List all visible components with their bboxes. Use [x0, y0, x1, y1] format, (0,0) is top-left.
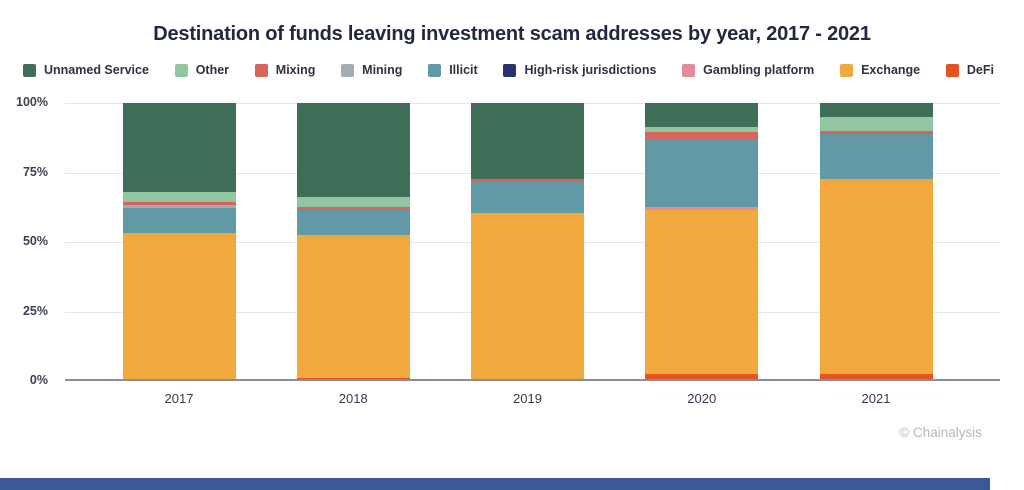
bar-segment-unnamed-service	[819, 103, 933, 117]
legend-label: High-risk jurisdictions	[524, 63, 657, 77]
bar-segment-exchange	[296, 235, 410, 378]
bar-segment-illicit	[819, 133, 933, 179]
bar-2018	[296, 103, 410, 379]
y-tick-label: 75%	[22, 164, 48, 179]
legend-label: Illicit	[449, 63, 478, 77]
bar-segment-exchange	[645, 210, 759, 374]
attribution-text: © Chainalysis	[899, 425, 982, 440]
bar-2021	[819, 103, 933, 379]
bar-2020	[645, 103, 759, 379]
legend-swatch	[682, 63, 696, 77]
legend-swatch	[840, 63, 854, 77]
legend-swatch	[174, 63, 188, 77]
bar-segment-defi	[296, 377, 410, 379]
bar-segment-defi	[819, 374, 933, 379]
bar-segment-other	[296, 196, 410, 207]
legend-item: Mining	[341, 63, 402, 77]
y-tick-label: 100%	[16, 95, 48, 109]
bar-2019	[471, 103, 584, 379]
y-tick-label: 50%	[22, 234, 48, 248]
bar-segment-unnamed-service	[645, 103, 759, 127]
legend: Unnamed Service Other Mixing Mining Illicit H…	[23, 63, 994, 77]
legend-label: DeFi	[966, 63, 994, 77]
bar-segment-mixing	[645, 131, 759, 139]
x-tick-label: 2018	[338, 391, 368, 406]
bar-segment-mixing	[471, 179, 584, 183]
bar-segment-exchange	[819, 178, 933, 374]
legend-label: Mining	[362, 63, 403, 77]
x-tick-label: 2017	[164, 391, 194, 406]
y-tick-label: 25%	[22, 303, 48, 318]
x-tick-label: 2021	[861, 391, 891, 406]
bar-segment-unnamed-service	[296, 103, 410, 197]
legend-swatch	[254, 63, 268, 77]
plot-area	[65, 103, 1000, 381]
bar-2017	[122, 103, 236, 379]
bar-segment-illicit	[122, 207, 236, 233]
bar-segment-illicit	[471, 182, 584, 214]
bar-segment-other	[122, 192, 236, 203]
bar-segment-exchange	[471, 213, 584, 379]
legend-swatch	[945, 63, 959, 77]
bar-segment-defi	[645, 373, 759, 379]
legend-label: Mixing	[275, 63, 316, 77]
chart-title: Destination of funds leaving investment …	[153, 23, 871, 45]
bar-segment-other	[819, 116, 933, 131]
legend-swatch	[428, 63, 442, 77]
bar-segment-mixing	[296, 206, 410, 210]
y-axis-labels: 100% 75% 50% 25% 0%	[0, 95, 56, 387]
legend-label: Exchange	[861, 63, 921, 77]
x-tick-label: 2019	[513, 391, 542, 406]
legend-item: Unnamed Service	[23, 63, 149, 77]
x-axis-labels: 2017 2018 2019 2020 2021	[65, 391, 1000, 409]
legend-item: High-risk jurisdictions	[503, 63, 656, 77]
bar-segment-illicit	[645, 138, 759, 208]
bar-segment-mixing	[819, 130, 933, 134]
legend-item: Illicit	[428, 63, 478, 77]
legend-swatch	[503, 63, 517, 77]
legend-label: Gambling platform	[703, 63, 815, 77]
bar-segment-unnamed-service	[471, 103, 584, 180]
bar-segment-other	[645, 126, 759, 132]
legend-swatch	[23, 63, 36, 77]
legend-item: DeFi	[945, 63, 994, 77]
bar-segment-exchange	[122, 232, 236, 379]
legend-swatch	[341, 63, 355, 77]
legend-label: Unnamed Service	[44, 63, 149, 77]
bar-segment-unnamed-service	[122, 103, 236, 193]
bar-segment-illicit	[296, 209, 410, 236]
bottom-bar	[0, 478, 990, 490]
x-tick-label: 2020	[687, 391, 717, 406]
legend-item: Gambling platform	[682, 63, 814, 77]
y-tick-label: 0%	[29, 373, 48, 387]
bar-segment-mining	[122, 204, 236, 208]
legend-item: Other	[174, 63, 230, 77]
legend-label: Other	[195, 63, 230, 77]
legend-item: Exchange	[840, 63, 920, 77]
bar-segment-mixing	[122, 202, 236, 205]
legend-item: Mixing	[254, 63, 316, 77]
bar-segment-gambling-platform	[645, 207, 759, 211]
